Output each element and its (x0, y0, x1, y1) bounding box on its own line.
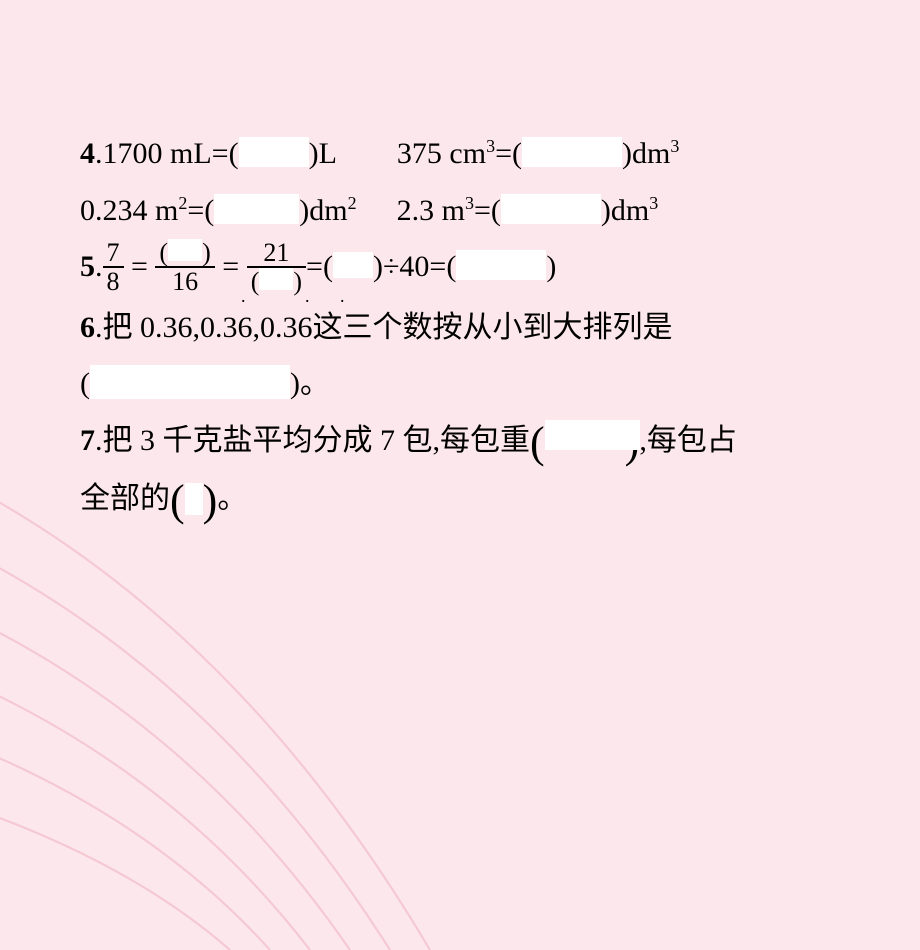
q6-line1: 6.把 0.36,0.36,0.36这三个数按从小到大排列是... (80, 302, 850, 355)
q4-dot: . (95, 137, 103, 170)
q4-u3: )dm (299, 194, 347, 227)
q6-open: ( (80, 367, 90, 400)
q4-exp4: 3 (465, 193, 474, 213)
q4-v4: 2.3 m (397, 194, 465, 227)
q4-line2: 0.234 m2=()dm22.3 m3=()dm3 (80, 185, 850, 238)
eq2: = (215, 250, 247, 283)
q4-v1: 1700 mL=( (103, 137, 239, 170)
eq1: = (124, 250, 156, 283)
blank-4a (239, 137, 309, 167)
q4-exp2b: 3 (670, 136, 679, 156)
q6-close: )。 (290, 367, 330, 400)
q7-number: 7 (80, 424, 95, 457)
q7-text1: .把 3 千克盐平均分成 7 包,每包重 (95, 424, 530, 457)
blank-6 (90, 365, 290, 399)
q7-period: 。 (217, 482, 247, 515)
blank-5c (333, 252, 373, 278)
q4-eq2: =( (495, 137, 522, 170)
frac-7-8: 7 8 (103, 239, 124, 296)
frac-21-blank: 21 () (247, 239, 306, 296)
q5-line: 5. 7 8 = () 16 = 21 () =( )÷40=() (80, 241, 850, 298)
q6-number: 6 (80, 311, 95, 344)
lparen-7a: ( (530, 422, 545, 464)
q4-u2: )dm (622, 137, 670, 170)
q4-exp4b: 3 (649, 193, 658, 213)
frac-blank-16: () 16 (155, 239, 214, 296)
q4-v2: 375 cm (397, 137, 486, 170)
q6-text1: .把 0.36,0.36,0.36这三个数按从小到大排列是... (95, 302, 673, 355)
frac-num-21: 21 (247, 239, 306, 268)
q4-u4: )dm (601, 194, 649, 227)
q5-dot: . (95, 250, 103, 283)
q4-eq3: =( (187, 194, 214, 227)
q4-exp3: 2 (178, 193, 187, 213)
content-area: 4.1700 mL=()L375 cm3=()dm3 0.234 m2=()dm… (80, 128, 850, 530)
q5-number: 5 (80, 250, 95, 283)
rparen-7b: ) (203, 480, 218, 522)
blank-7b (185, 483, 203, 515)
q4-u1: )L (309, 137, 337, 170)
q5-div: )÷40=( (373, 250, 456, 283)
q4-number: 4 (80, 137, 95, 170)
q7-line1: 7.把 3 千克盐平均分成 7 包,每包重(),每包占 (80, 415, 850, 468)
blank-5b (259, 268, 293, 290)
frac-num: 7 (103, 239, 124, 268)
lparen-7b: ( (170, 480, 185, 522)
q4-eq4: =( (474, 194, 501, 227)
q4-exp3b: 2 (348, 193, 357, 213)
frac-den-blank: () (247, 268, 306, 295)
q4-v3: 0.234 m (80, 194, 178, 227)
q7-text2: 全部的 (80, 482, 170, 515)
q7-line2: 全部的()。 (80, 473, 850, 526)
blank-4c (214, 194, 299, 224)
blank-4b (522, 137, 622, 167)
q7-comma: ,每包占 (639, 424, 737, 457)
blank-5a (168, 239, 202, 261)
blank-7a (545, 415, 625, 468)
frac-den: 8 (103, 268, 124, 295)
q5-close: ) (546, 250, 556, 283)
frac-num-blank: () (155, 239, 214, 268)
q6-line2: ( )。 (80, 358, 850, 411)
frac-den-16: 16 (155, 268, 214, 295)
q4-exp2: 3 (486, 136, 495, 156)
blank-5d (456, 250, 546, 280)
q5-after1: =( (306, 250, 333, 283)
q4-line1: 4.1700 mL=()L375 cm3=()dm3 (80, 128, 850, 181)
blank-4d (501, 194, 601, 224)
